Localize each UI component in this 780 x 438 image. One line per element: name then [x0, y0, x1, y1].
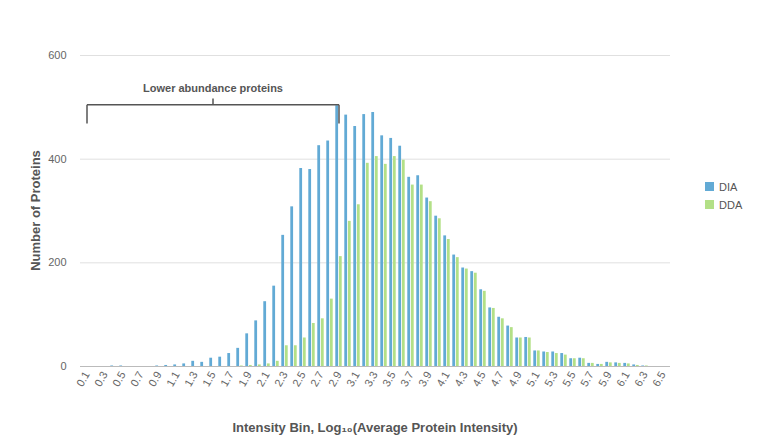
svg-text:5.1: 5.1	[524, 369, 542, 388]
svg-text:2.5: 2.5	[290, 369, 308, 388]
svg-text:5.9: 5.9	[596, 369, 614, 388]
svg-text:3.7: 3.7	[398, 369, 416, 388]
svg-text:6.1: 6.1	[614, 369, 632, 388]
svg-text:6.3: 6.3	[632, 369, 650, 388]
svg-text:0.3: 0.3	[92, 369, 110, 388]
svg-text:3.9: 3.9	[416, 369, 434, 388]
svg-text:2.3: 2.3	[272, 369, 290, 388]
svg-text:600: 600	[48, 49, 66, 61]
svg-text:Number of Proteins: Number of Proteins	[28, 150, 43, 271]
svg-text:4.1: 4.1	[434, 369, 452, 388]
svg-text:2.7: 2.7	[308, 369, 326, 388]
svg-text:3.1: 3.1	[344, 369, 362, 388]
svg-text:400: 400	[48, 153, 66, 165]
svg-text:4.5: 4.5	[470, 369, 488, 388]
svg-text:0.9: 0.9	[146, 369, 164, 388]
svg-text:4.7: 4.7	[488, 369, 506, 388]
svg-text:0: 0	[60, 360, 66, 372]
svg-text:5.5: 5.5	[560, 369, 578, 388]
svg-text:4.3: 4.3	[452, 369, 470, 388]
svg-text:1.1: 1.1	[164, 369, 182, 388]
html-text:DDA: DDA	[719, 198, 743, 211]
svg-text:3.3: 3.3	[362, 369, 380, 388]
svg-text:6.5: 6.5	[650, 369, 668, 388]
svg-text:200: 200	[48, 256, 66, 268]
svg-text:1.7: 1.7	[218, 369, 236, 388]
svg-text:5.7: 5.7	[578, 369, 596, 388]
svg-text:2.9: 2.9	[326, 369, 344, 388]
svg-text:0.5: 0.5	[110, 369, 128, 388]
svg-text:1.5: 1.5	[200, 369, 218, 388]
svg-text:Intensity Bin, Log₁₀(Average P: Intensity Bin, Log₁₀(Average Protein Int…	[232, 420, 517, 435]
svg-text:Lower abundance proteins: Lower abundance proteins	[143, 82, 283, 94]
svg-text:1.3: 1.3	[182, 369, 200, 388]
svg-text:1.9: 1.9	[236, 369, 254, 388]
svg-text:3.5: 3.5	[380, 369, 398, 388]
svg-text:0.7: 0.7	[128, 369, 146, 388]
html-text:DIA: DIA	[719, 180, 738, 193]
svg-text:5.3: 5.3	[542, 369, 560, 388]
svg-text:2.1: 2.1	[254, 369, 272, 388]
svg-text:4.9: 4.9	[506, 369, 524, 388]
svg-text:0.1: 0.1	[74, 369, 92, 388]
